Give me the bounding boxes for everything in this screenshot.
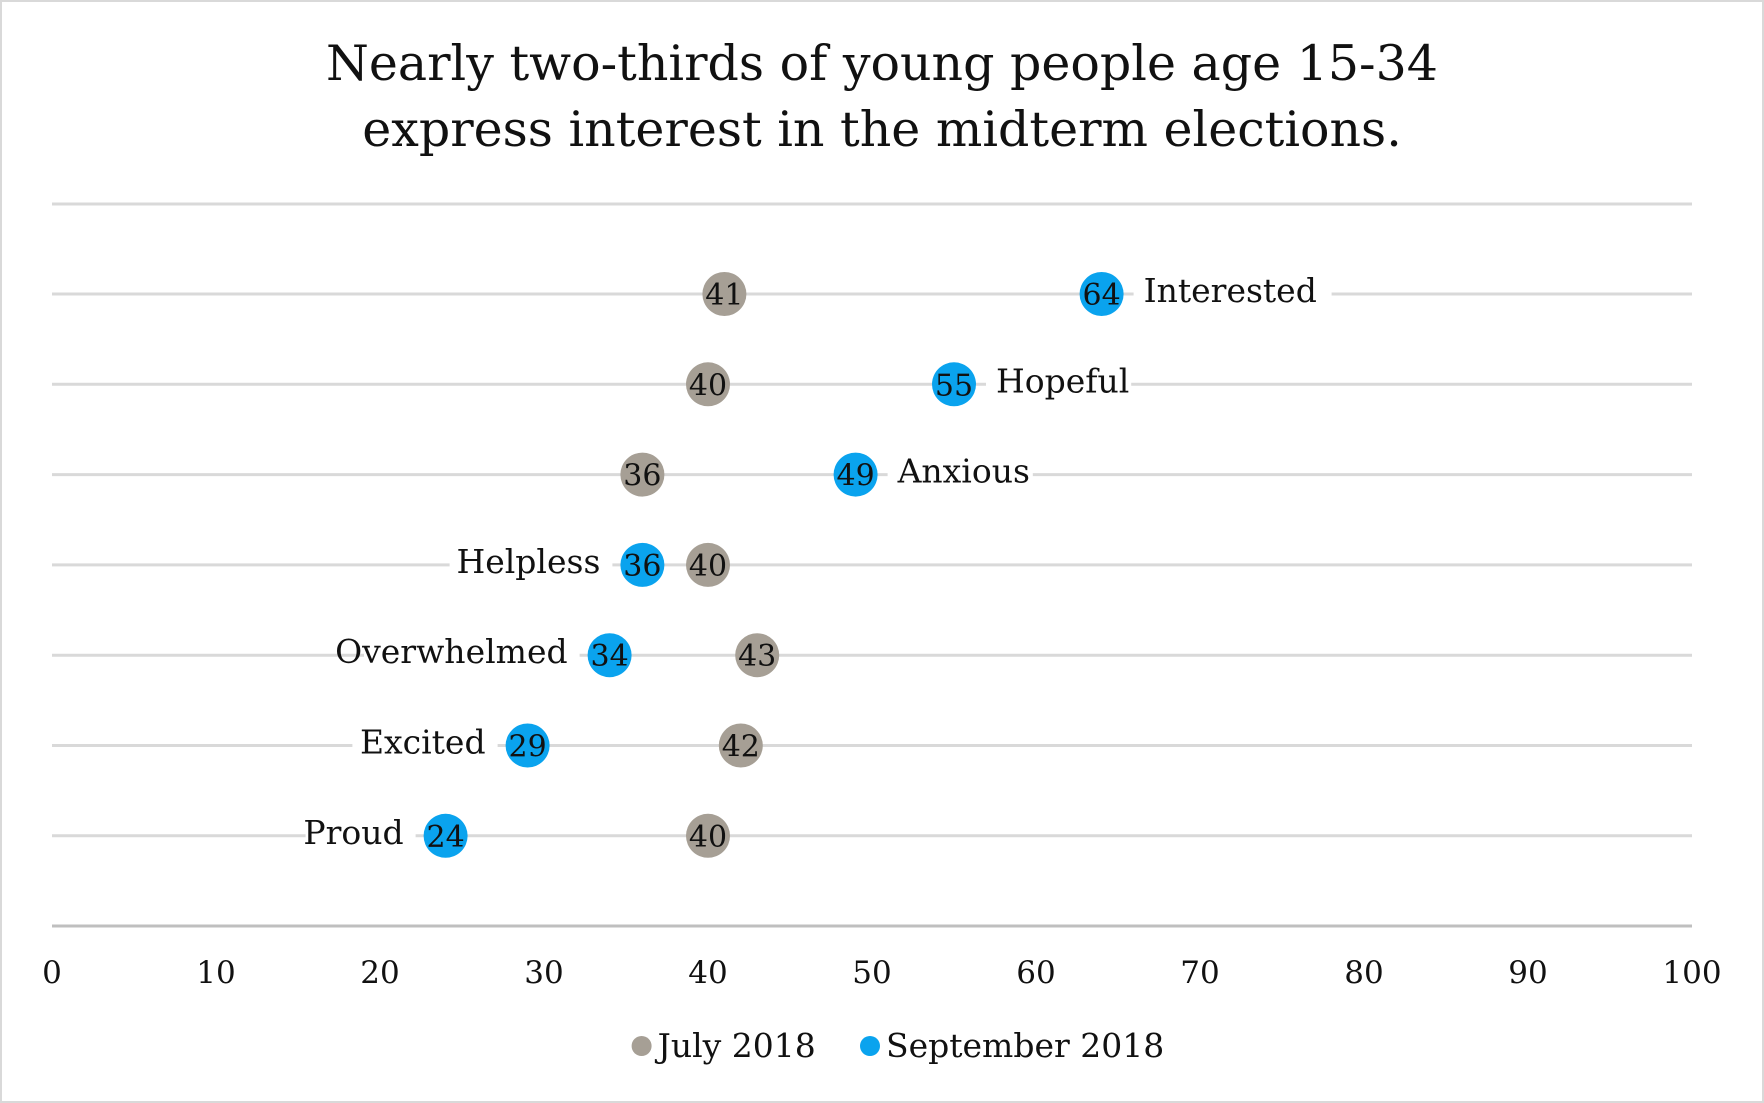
category-label: Anxious [897, 452, 1030, 491]
dot-september-2018 [620, 542, 665, 587]
data-label: 36 [623, 459, 661, 494]
data-label: 24 [427, 820, 465, 855]
data-label: 55 [935, 368, 973, 403]
dot-september-2018 [505, 723, 550, 768]
chart-title-line-2: express interest in the midterm election… [362, 101, 1402, 158]
dot-september-2018 [587, 633, 632, 678]
dot-july-2018 [718, 723, 763, 768]
dot-september-2018 [1079, 272, 1124, 316]
x-tick-label: 20 [360, 955, 399, 991]
legend-label: September 2018 [886, 1026, 1164, 1065]
legend-label: July 2018 [655, 1026, 816, 1065]
category-label: Interested [1144, 271, 1317, 310]
x-tick-label: 60 [1016, 955, 1055, 991]
data-label: 36 [623, 549, 661, 584]
data-label: 40 [689, 820, 727, 855]
dot-july-2018 [686, 813, 730, 858]
gridlines [52, 202, 1692, 838]
data-label: 42 [722, 730, 760, 765]
data-label: 40 [689, 549, 727, 584]
category-label: Helpless [456, 542, 600, 581]
legend: July 2018 September 2018 [631, 1026, 1164, 1065]
x-tick-label: 70 [1180, 955, 1219, 991]
dot-september-2018 [423, 813, 468, 858]
dot-july-2018 [735, 633, 780, 678]
category-label: Overwhelmed [335, 632, 568, 671]
legend-marker-july-2018 [631, 1036, 652, 1056]
category-label: Hopeful [996, 361, 1129, 400]
data-label: 34 [591, 639, 629, 674]
x-tick-label: 90 [1508, 955, 1547, 991]
x-tick-label: 10 [196, 955, 235, 991]
dot-september-2018 [932, 362, 976, 407]
x-tick-label: 30 [524, 955, 563, 991]
dot-july-2018 [686, 542, 730, 587]
category-label: Proud [303, 813, 403, 852]
data-label: 29 [509, 730, 547, 765]
x-tick-label: 50 [852, 955, 891, 991]
data-label: 64 [1083, 278, 1121, 313]
data-label: 41 [705, 278, 743, 313]
data-label: 40 [689, 368, 727, 403]
data-points: 41 64 Interested 40 55 Hopeful 36 49 Anxious 40 36… [303, 271, 1317, 858]
x-axis: 0 10 20 30 40 50 60 70 80 90 100 [42, 924, 1722, 991]
dot-september-2018 [833, 452, 878, 497]
data-label: 49 [837, 459, 875, 494]
dot-july-2018 [686, 362, 730, 407]
chart-title-line-1: Nearly two-thirds of young people age 15… [326, 35, 1438, 92]
dot-july-2018 [702, 272, 747, 316]
x-tick-label: 40 [688, 955, 727, 991]
category-label: Excited [360, 723, 486, 762]
x-tick-label: 100 [1662, 955, 1721, 991]
data-label: 43 [738, 639, 776, 674]
legend-marker-september-2018 [860, 1036, 880, 1056]
x-tick-label: 0 [42, 955, 62, 991]
x-tick-label: 80 [1344, 955, 1383, 991]
dot-july-2018 [620, 452, 665, 497]
